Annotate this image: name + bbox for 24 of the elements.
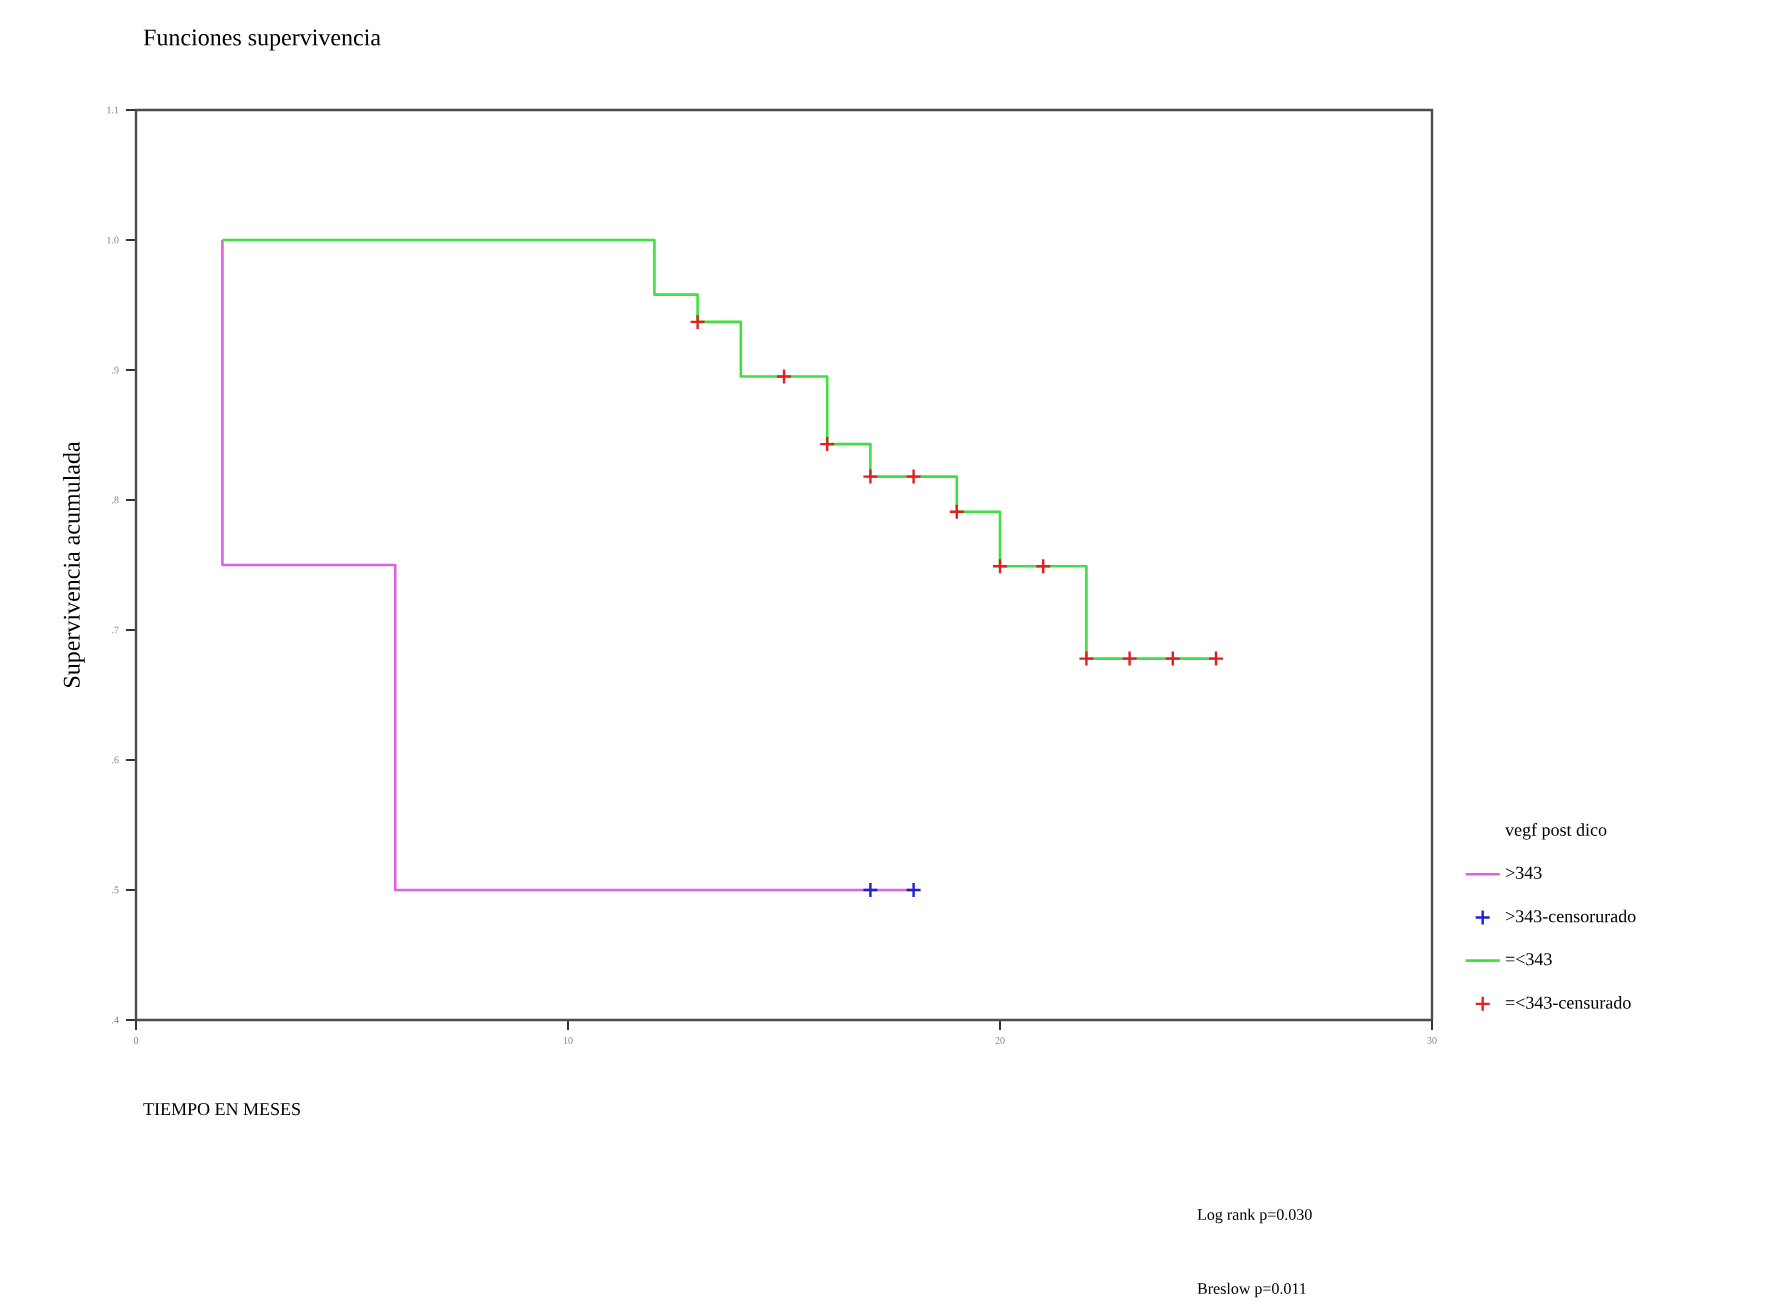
point [905,468,922,485]
point [991,558,1009,575]
text: Breslow p=0.011 [1197,1282,1306,1298]
point [1035,558,1052,575]
y-axis-title: Supervivencia acumulada [62,441,85,687]
point [819,435,836,453]
legend-label: >343 [1505,866,1542,879]
legend-label: >343-censorurado [1505,909,1636,923]
point [905,881,922,899]
point [948,503,965,520]
point [1164,650,1181,667]
point [775,368,793,385]
x-axis-title: TIEMPO EN MESES [143,1103,300,1116]
point [1078,650,1095,667]
point [1207,650,1225,667]
text: Log rank p=0.030 [1197,1208,1312,1224]
legend-label: =<343 [1505,953,1552,966]
legend-label: =<343-censurado [1505,996,1631,1009]
point [1121,650,1138,667]
legend-title: vegf post dico [1505,823,1607,840]
point [689,313,706,331]
point [862,881,879,899]
point [862,468,879,485]
chart-title: Funciones supervivencia [143,29,381,51]
